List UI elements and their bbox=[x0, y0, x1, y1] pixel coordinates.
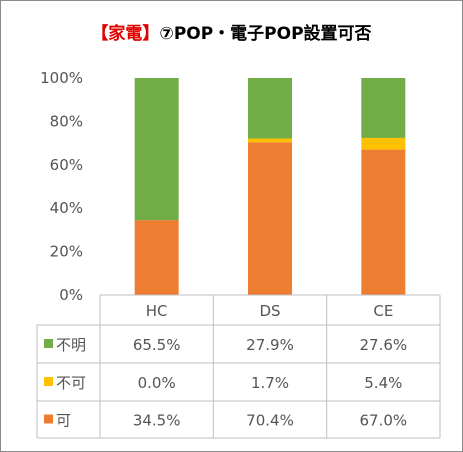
data-value-label: 27.9% bbox=[246, 336, 294, 354]
data-value-label: 34.5% bbox=[133, 412, 181, 430]
bar-segment bbox=[134, 220, 179, 295]
bar-segment bbox=[248, 78, 292, 139]
category-label: CE bbox=[373, 302, 393, 320]
series-label: 不可 bbox=[56, 374, 86, 392]
data-value-label: 1.7% bbox=[251, 374, 289, 392]
bar-segment bbox=[134, 78, 179, 221]
y-tick-label: 0% bbox=[59, 286, 83, 304]
series-label: 可 bbox=[56, 412, 71, 430]
category-label: DS bbox=[259, 302, 280, 320]
data-value-label: 5.4% bbox=[364, 374, 402, 392]
data-value-label: 70.4% bbox=[246, 412, 294, 430]
data-value-label: 67.0% bbox=[360, 412, 408, 430]
legend-key bbox=[44, 339, 53, 348]
series-label: 不明 bbox=[56, 336, 86, 354]
chart-title-highlight: 【家電】 bbox=[91, 24, 160, 44]
y-tick-label: 20% bbox=[50, 243, 83, 261]
category-label: HC bbox=[146, 302, 168, 320]
legend-key bbox=[44, 377, 53, 386]
data-value-label: 0.0% bbox=[138, 374, 176, 392]
chart-title-rest: ⑦POP・電子POP設置可否 bbox=[159, 24, 372, 44]
bar-segment bbox=[361, 149, 406, 295]
bar-segment bbox=[248, 138, 292, 143]
bar-segment bbox=[361, 78, 406, 138]
y-tick-label: 100% bbox=[40, 69, 83, 87]
y-tick-label: 60% bbox=[50, 156, 83, 174]
data-value-label: 65.5% bbox=[133, 336, 181, 354]
data-value-label: 27.6% bbox=[360, 336, 408, 354]
y-tick-label: 80% bbox=[50, 112, 83, 130]
chart-title: 【家電】⑦POP・電子POP設置可否 bbox=[1, 19, 462, 44]
bar-segment bbox=[361, 137, 406, 150]
bar-segment bbox=[248, 142, 292, 295]
legend-key bbox=[44, 414, 53, 424]
y-tick-label: 40% bbox=[50, 199, 83, 217]
